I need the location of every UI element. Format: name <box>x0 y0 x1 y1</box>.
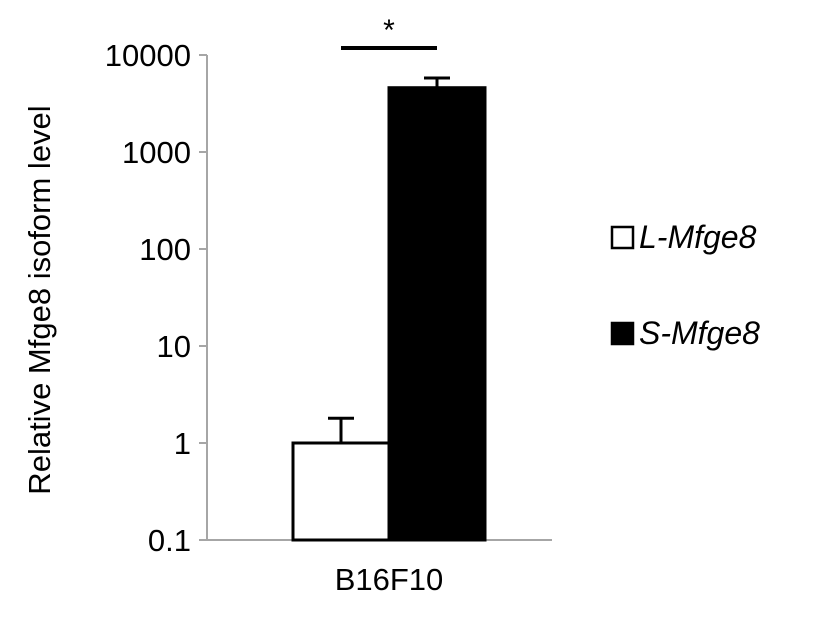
plot-area: B16F10 * <box>207 14 552 597</box>
y-axis-title: Relative Mfge8 isoform level <box>22 105 57 494</box>
y-tick-label: 10 <box>157 329 191 364</box>
legend-label-s-mfge8: S-Mfge8 <box>639 315 760 351</box>
y-tick-label: 10000 <box>105 38 191 73</box>
y-tick-label: 100 <box>139 232 191 267</box>
legend-swatch-s-mfge8 <box>610 321 635 346</box>
x-category-label: B16F10 <box>335 562 444 597</box>
y-tick-label: 0.1 <box>148 523 191 558</box>
legend: L-Mfge8 S-Mfge8 <box>610 219 760 351</box>
legend-swatch-l-mfge8 <box>610 225 635 250</box>
bar-s-mfge8 <box>387 86 487 542</box>
y-axis: 0.1 1 10 100 1000 10000 <box>105 38 208 558</box>
legend-label-l-mfge8: L-Mfge8 <box>639 219 757 255</box>
y-tick-label: 1 <box>174 426 191 461</box>
bar-l-mfge8 <box>291 441 391 542</box>
y-tick-label: 1000 <box>122 135 191 170</box>
significance-label: * <box>383 14 395 47</box>
